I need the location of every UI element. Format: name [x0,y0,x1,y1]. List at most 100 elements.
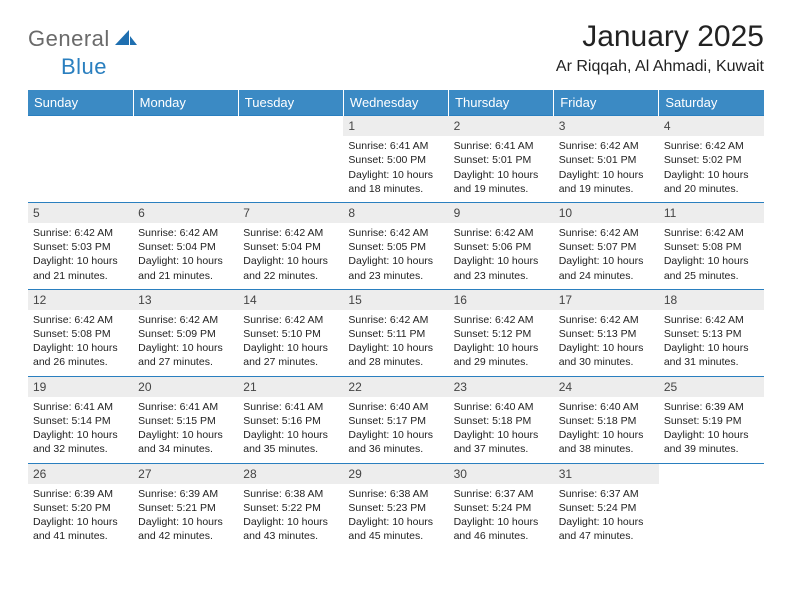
sunrise-line: Sunrise: 6:42 AM [454,313,549,327]
month-title: January 2025 [556,20,764,54]
calendar-day-cell: 24Sunrise: 6:40 AMSunset: 5:18 PMDayligh… [554,376,659,463]
calendar-day-cell: 14Sunrise: 6:42 AMSunset: 5:10 PMDayligh… [238,289,343,376]
calendar-day-cell [133,116,238,203]
calendar-day-cell: 29Sunrise: 6:38 AMSunset: 5:23 PMDayligh… [343,463,448,549]
sunset-line: Sunset: 5:04 PM [138,240,233,254]
daylight-line: Daylight: 10 hours and 18 minutes. [348,168,443,196]
calendar-header-row: SundayMondayTuesdayWednesdayThursdayFrid… [28,90,764,116]
daylight-line: Daylight: 10 hours and 45 minutes. [348,515,443,543]
sunset-line: Sunset: 5:05 PM [348,240,443,254]
day-number: 27 [138,467,151,481]
day-number: 24 [559,380,572,394]
location-subtitle: Ar Riqqah, Al Ahmadi, Kuwait [556,58,764,76]
calendar-day-cell [238,116,343,203]
daylight-line: Daylight: 10 hours and 41 minutes. [33,515,128,543]
sunrise-line: Sunrise: 6:38 AM [348,487,443,501]
calendar-day-cell: 30Sunrise: 6:37 AMSunset: 5:24 PMDayligh… [449,463,554,549]
daylight-line: Daylight: 10 hours and 31 minutes. [664,341,759,369]
calendar-day-cell: 19 Sunrise: 6:41 AMSunset: 5:14 PMDayligh… [28,376,133,463]
daylight-line: Daylight: 10 hours and 30 minutes. [559,341,654,369]
sunrise-line: Sunrise: 6:40 AM [454,400,549,414]
day-number: 28 [243,467,256,481]
sunrise-line: Sunrise: 6:42 AM [664,226,759,240]
calendar-day-cell: 15Sunrise: 6:42 AMSunset: 5:11 PMDayligh… [343,289,448,376]
daylight-line: Daylight: 10 hours and 39 minutes. [664,428,759,456]
day-number: 29 [348,467,361,481]
daylight-line: Daylight: 10 hours and 34 minutes. [138,428,233,456]
sunrise-line: Sunrise: 6:42 AM [664,313,759,327]
day-number: 16 [454,293,467,307]
calendar-day-cell: 6Sunrise: 6:42 AMSunset: 5:04 PMDaylight… [133,202,238,289]
sunrise-line: Sunrise: 6:42 AM [664,139,759,153]
sunrise-line: Sunrise: 6:42 AM [243,313,338,327]
daylight-line: Daylight: 10 hours and 47 minutes. [559,515,654,543]
sunset-line: Sunset: 5:01 PM [559,153,654,167]
sunrise-line: Sunrise: 6:42 AM [559,139,654,153]
sunrise-line: Sunrise: 6:42 AM [33,313,128,327]
day-number: 26 [33,467,46,481]
daylight-line: Daylight: 10 hours and 21 minutes. [138,254,233,282]
sunset-line: Sunset: 5:17 PM [348,414,443,428]
sunset-line: Sunset: 5:12 PM [454,327,549,341]
day-number: 13 [138,293,151,307]
calendar-day-cell: 5Sunrise: 6:42 AMSunset: 5:03 PMDaylight… [28,202,133,289]
calendar-day-cell: 2Sunrise: 6:41 AMSunset: 5:01 PMDaylight… [449,116,554,203]
daylight-line: Daylight: 10 hours and 29 minutes. [454,341,549,369]
sunrise-line: Sunrise: 6:41 AM [33,400,128,414]
sunrise-line: Sunrise: 6:40 AM [559,400,654,414]
calendar-day-cell: 17Sunrise: 6:42 AMSunset: 5:13 PMDayligh… [554,289,659,376]
sunset-line: Sunset: 5:13 PM [664,327,759,341]
calendar-day-cell: 21Sunrise: 6:41 AMSunset: 5:16 PMDayligh… [238,376,343,463]
sunset-line: Sunset: 5:24 PM [454,501,549,515]
sunset-line: Sunset: 5:01 PM [454,153,549,167]
title-block: January 2025 Ar Riqqah, Al Ahmadi, Kuwai… [556,20,764,76]
day-number: 21 [243,380,256,394]
sunrise-line: Sunrise: 6:39 AM [33,487,128,501]
daylight-line: Daylight: 10 hours and 43 minutes. [243,515,338,543]
brand-sail-icon [115,28,137,51]
sunrise-line: Sunrise: 6:41 AM [454,139,549,153]
sunset-line: Sunset: 5:07 PM [559,240,654,254]
daylight-line: Daylight: 10 hours and 22 minutes. [243,254,338,282]
weekday-header: Saturday [659,90,764,116]
daylight-line: Daylight: 10 hours and 19 minutes. [559,168,654,196]
day-number: 19 [33,380,46,394]
weekday-header: Tuesday [238,90,343,116]
day-number: 31 [559,467,572,481]
day-number: 3 [559,119,566,133]
calendar-day-cell: 16 Sunrise: 6:42 AMSunset: 5:12 PMDayligh… [449,289,554,376]
calendar-day-cell: 23Sunrise: 6:40 AMSunset: 5:18 PMDayligh… [449,376,554,463]
day-number: 1 [348,119,355,133]
day-number: 10 [559,206,572,220]
daylight-line: Daylight: 10 hours and 19 minutes. [454,168,549,196]
calendar-day-cell: 11Sunrise: 6:42 AMSunset: 5:08 PMDayligh… [659,202,764,289]
sunset-line: Sunset: 5:14 PM [33,414,128,428]
calendar-day-cell: 28Sunrise: 6:38 AMSunset: 5:22 PMDayligh… [238,463,343,549]
day-number: 30 [454,467,467,481]
brand-part1: General [28,26,110,52]
calendar-table: SundayMondayTuesdayWednesdayThursdayFrid… [28,90,764,549]
sunrise-line: Sunrise: 6:40 AM [348,400,443,414]
sunrise-line: Sunrise: 6:42 AM [559,313,654,327]
sunrise-line: Sunrise: 6:42 AM [243,226,338,240]
day-number: 4 [664,119,671,133]
calendar-week-row: 19Sunrise: 6:41 AMSunset: 5:14 PMDayligh… [28,376,764,463]
sunrise-line: Sunrise: 6:41 AM [243,400,338,414]
sunrise-line: Sunrise: 6:42 AM [33,226,128,240]
daylight-line: Daylight: 10 hours and 23 minutes. [348,254,443,282]
day-number: 11 [664,206,676,220]
calendar-day-cell: 22Sunrise: 6:40 AMSunset: 5:17 PMDayligh… [343,376,448,463]
sunset-line: Sunset: 5:24 PM [559,501,654,515]
sunset-line: Sunset: 5:00 PM [348,153,443,167]
day-number: 9 [454,206,461,220]
day-number: 7 [243,206,250,220]
sunset-line: Sunset: 5:18 PM [559,414,654,428]
calendar-day-cell: 7Sunrise: 6:42 AMSunset: 5:04 PMDaylight… [238,202,343,289]
sunrise-line: Sunrise: 6:42 AM [559,226,654,240]
sunset-line: Sunset: 5:06 PM [454,240,549,254]
sunrise-line: Sunrise: 6:42 AM [348,226,443,240]
sunset-line: Sunset: 5:02 PM [664,153,759,167]
weekday-header: Sunday [28,90,133,116]
calendar-day-cell: 13Sunrise: 6:42 AMSunset: 5:09 PMDayligh… [133,289,238,376]
daylight-line: Daylight: 10 hours and 32 minutes. [33,428,128,456]
